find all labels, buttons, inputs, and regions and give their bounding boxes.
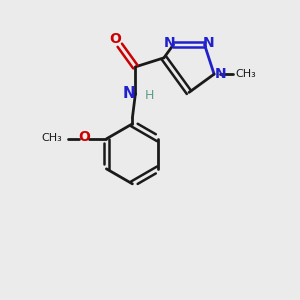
- Text: N: N: [164, 36, 176, 50]
- Text: O: O: [78, 130, 90, 144]
- Text: CH₃: CH₃: [235, 69, 256, 79]
- Text: N: N: [215, 67, 226, 81]
- Text: O: O: [110, 32, 121, 46]
- Text: CH₃: CH₃: [41, 133, 62, 143]
- Text: H: H: [145, 89, 154, 102]
- Text: N: N: [202, 36, 214, 50]
- Text: N: N: [122, 86, 135, 101]
